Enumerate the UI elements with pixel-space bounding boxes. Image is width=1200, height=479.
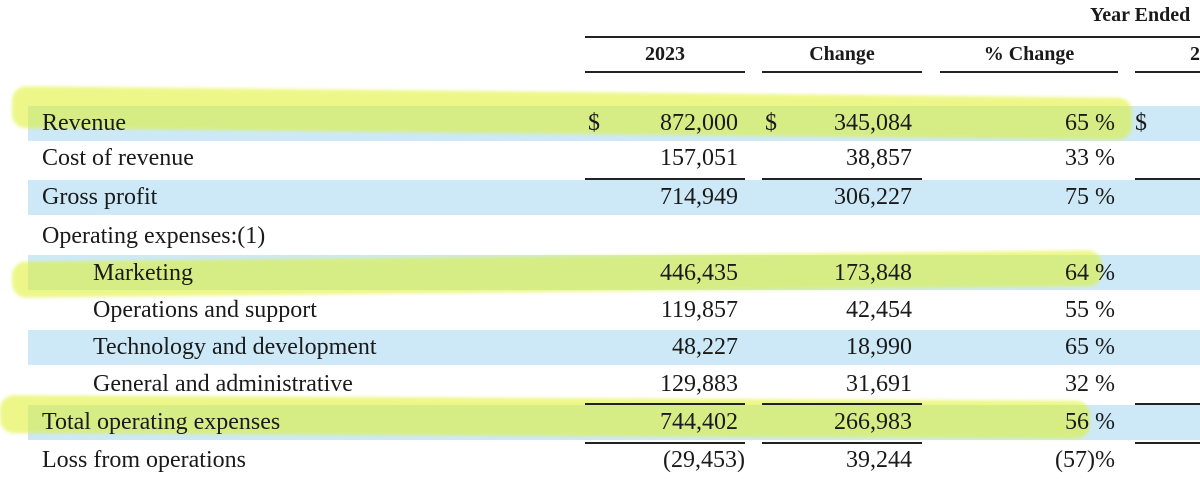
subtotal-rule xyxy=(1135,442,1200,444)
col-header-prior-year: 2 xyxy=(1190,43,1200,65)
value-change: 266,983 xyxy=(834,409,912,435)
header-underline xyxy=(1135,71,1200,73)
value-pct-change: 33 % xyxy=(1065,145,1115,171)
row-label: Gross profit xyxy=(42,184,158,210)
value-pct-change: 65 % xyxy=(1065,334,1115,360)
row-label: Cost of revenue xyxy=(42,145,194,171)
subtotal-rule xyxy=(1135,403,1200,405)
value-change: 306,227 xyxy=(834,184,912,210)
value-2023: 714,949 xyxy=(660,184,738,210)
value-2023: 48,227 xyxy=(672,334,738,360)
value-change: 18,990 xyxy=(846,334,912,360)
table-row-general-administrative: General and administrative 129,883 31,69… xyxy=(0,366,1200,403)
table-row-technology-development: Technology and development 48,227 18,990… xyxy=(0,329,1200,366)
value-2023: 157,051 xyxy=(660,145,738,171)
subtotal-rule xyxy=(762,178,922,180)
header-rule xyxy=(585,36,1200,38)
currency-symbol: $ xyxy=(588,110,600,136)
value-pct-change: 64 % xyxy=(1065,260,1115,286)
subtotal-rule xyxy=(1135,178,1200,180)
value-pct-change: 32 % xyxy=(1065,371,1115,397)
value-change: 38,857 xyxy=(846,145,912,171)
table-row-cost-of-revenue: Cost of revenue 157,051 38,857 33 % xyxy=(0,140,1200,177)
value-change: 39,244 xyxy=(846,447,912,473)
subtotal-rule xyxy=(585,178,745,180)
value-pct-change: (57)% xyxy=(1055,447,1115,473)
table-row-marketing: Marketing 446,435 173,848 64 % xyxy=(0,255,1200,292)
header-underline xyxy=(940,71,1118,73)
row-label: Operations and support xyxy=(93,297,317,323)
value-pct-change: 55 % xyxy=(1065,297,1115,323)
table-row-loss-from-operations: Loss from operations (29,453) 39,244 (57… xyxy=(0,442,1200,479)
subtotal-rule xyxy=(762,403,922,405)
row-label: Technology and development xyxy=(93,334,377,360)
value-2023: 446,435 xyxy=(660,260,738,286)
subtotal-rule xyxy=(585,403,745,405)
table-row-total-operating-expenses: Total operating expenses 744,402 266,983… xyxy=(0,404,1200,441)
row-label: Revenue xyxy=(42,110,126,136)
value-pct-change: 75 % xyxy=(1065,184,1115,210)
value-change: 345,084 xyxy=(834,110,912,136)
table-row-gross-profit: Gross profit 714,949 306,227 75 % xyxy=(0,179,1200,216)
col-header-2023: 2023 xyxy=(645,43,685,65)
row-label: General and administrative xyxy=(93,371,353,397)
row-shading xyxy=(28,180,1200,215)
row-label: Operating expenses:(1) xyxy=(42,223,266,249)
value-pct-change: 65 % xyxy=(1065,110,1115,136)
value-change: 31,691 xyxy=(846,371,912,397)
subtotal-rule xyxy=(585,442,745,444)
value-2023: 744,402 xyxy=(660,409,738,435)
value-2023: (29,453) xyxy=(663,447,745,473)
value-2023: 872,000 xyxy=(660,110,738,136)
currency-symbol: $ xyxy=(1135,110,1147,136)
col-header-pct-change: % Change xyxy=(983,43,1075,65)
row-label: Total operating expenses xyxy=(42,409,281,435)
table-row-operating-expenses-heading: Operating expenses:(1) xyxy=(0,218,1200,255)
col-header-change: Change xyxy=(809,43,875,65)
header-underline xyxy=(762,71,922,73)
header-underline xyxy=(585,71,745,73)
value-2023: 119,857 xyxy=(660,297,738,323)
value-pct-change: 56 % xyxy=(1065,409,1115,435)
row-label: Marketing xyxy=(93,260,193,286)
currency-symbol: $ xyxy=(765,110,777,136)
value-2023: 129,883 xyxy=(660,371,738,397)
table-row-revenue: Revenue $ 872,000 $ 345,084 65 % $ xyxy=(0,105,1200,142)
subtotal-rule xyxy=(762,442,922,444)
year-ended-header: Year Ended xyxy=(1090,4,1191,26)
value-change: 173,848 xyxy=(834,260,912,286)
row-shading xyxy=(28,330,1200,365)
row-label: Loss from operations xyxy=(42,447,246,473)
value-change: 42,454 xyxy=(846,297,912,323)
table-row-operations-support: Operations and support 119,857 42,454 55… xyxy=(0,292,1200,329)
